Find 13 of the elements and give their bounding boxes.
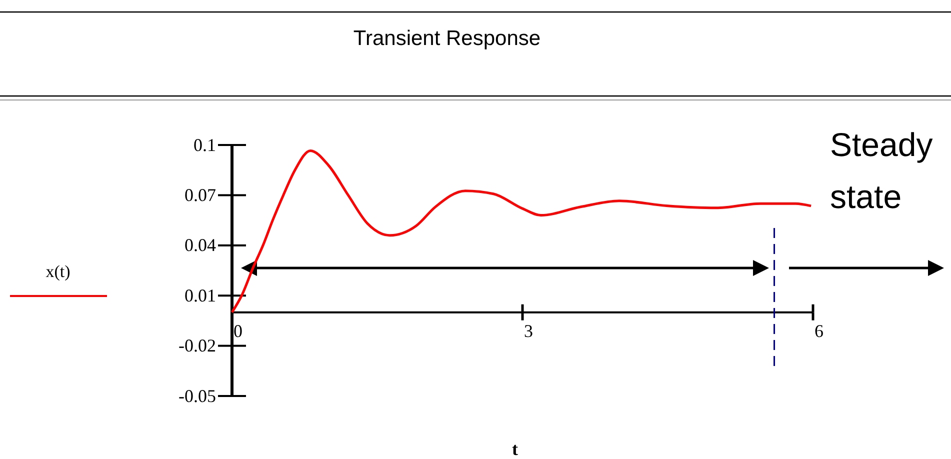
chart-title: Transient Response bbox=[353, 27, 541, 50]
x-tick-label: 0 bbox=[234, 321, 242, 342]
text: x(t) bbox=[46, 262, 70, 281]
y-tick-label: 0.1 bbox=[194, 134, 216, 155]
y-tick-label: -0.02 bbox=[178, 336, 216, 356]
text: Steady state bbox=[830, 126, 934, 215]
x-tick-label: 6 bbox=[814, 321, 824, 342]
y-tick-label: 0.07 bbox=[184, 184, 216, 205]
y-tick-label: 0.04 bbox=[184, 235, 216, 256]
y-tick-label: -0.05 bbox=[178, 386, 216, 406]
y-tick-label: 0.01 bbox=[184, 285, 216, 306]
x-axis-title: t bbox=[512, 439, 518, 459]
x-tick-label: 3 bbox=[524, 321, 533, 342]
